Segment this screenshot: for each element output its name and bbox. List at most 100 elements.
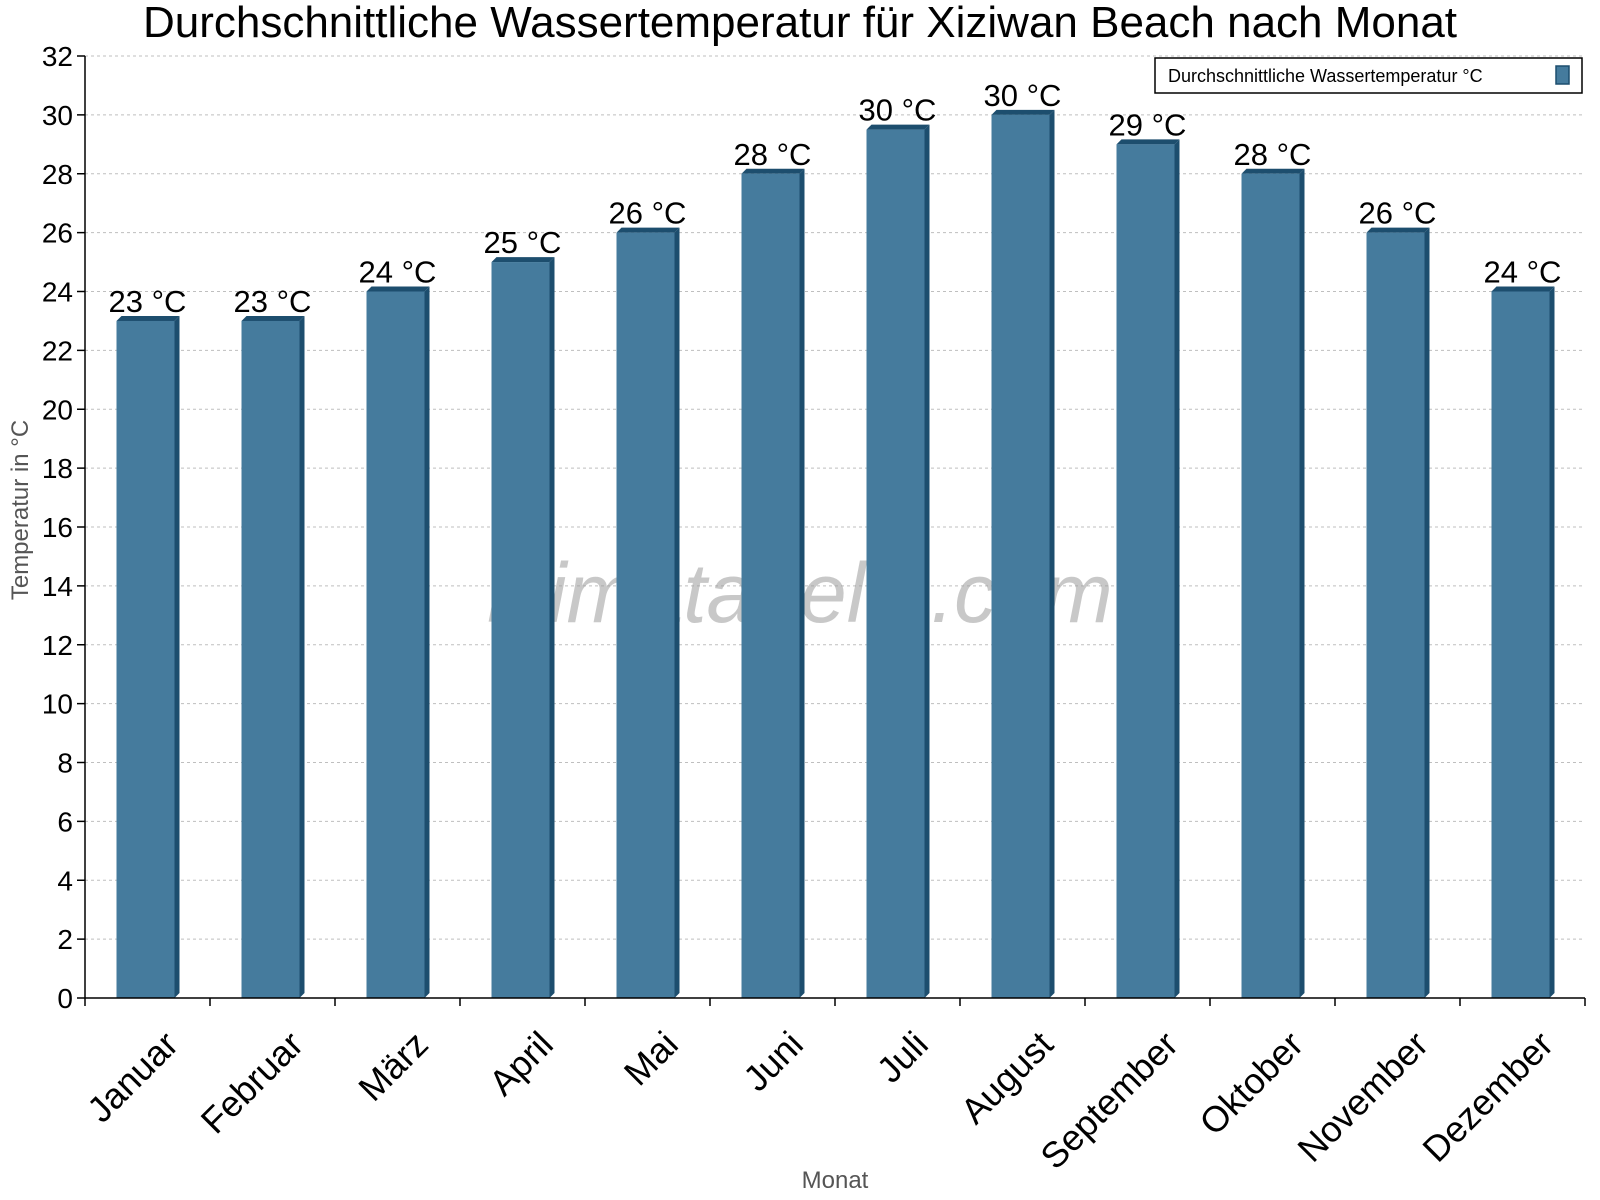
bar-november [1366, 227, 1430, 998]
bar-juli [866, 124, 930, 998]
y-tick-label: 10 [42, 689, 73, 720]
legend-label: Durchschnittliche Wassertemperatur °C [1168, 66, 1483, 86]
y-tick-label: 30 [42, 100, 73, 131]
bar-top [241, 315, 305, 321]
data-label: 28 °C [734, 137, 812, 172]
x-tick-label: Oktober [1191, 1023, 1311, 1143]
y-tick-label: 32 [42, 41, 73, 72]
bar-top [1241, 168, 1305, 174]
bar-top [116, 315, 180, 321]
y-tick-label: 24 [42, 277, 73, 308]
y-axis-label: Temperatur in °C [7, 420, 34, 600]
y-tick-label: 14 [42, 571, 73, 602]
bar-front [116, 320, 175, 998]
bar-januar [116, 315, 180, 998]
bar-top [1366, 227, 1430, 233]
bar-top [866, 124, 930, 130]
bar-top [1116, 139, 1180, 145]
y-tick-label: 6 [57, 806, 73, 837]
bar-front [616, 232, 675, 998]
bar-august [991, 109, 1055, 998]
bar-front [741, 173, 800, 998]
y-tick-label: 8 [57, 748, 73, 779]
data-label: 24 °C [359, 255, 437, 290]
data-label: 30 °C [984, 78, 1062, 113]
bar-side [174, 315, 180, 998]
bar-märz [366, 286, 430, 998]
bar-side [674, 227, 680, 998]
data-labels: 23 °C 23 °C 24 °C 25 °C 26 °C 28 °C 30 °C 30 °C… [109, 78, 1562, 319]
x-tick-label: Juli [869, 1023, 936, 1090]
y-tick-label: 0 [57, 983, 73, 1014]
x-axis-label: Monat [802, 1167, 869, 1194]
data-label: 28 °C [1234, 137, 1312, 172]
legend: Durchschnittliche Wassertemperatur °C [1154, 57, 1583, 94]
y-tick-label: 2 [57, 924, 73, 955]
bar-front [241, 320, 300, 998]
bar-februar [241, 315, 305, 998]
y-tick-label: 28 [42, 159, 73, 190]
bar-oktober [1241, 168, 1305, 998]
x-axis-ticks: Januar Februar März April Mai Juni Juli AugustS… [79, 998, 1586, 1177]
x-tick-label: Dezember [1414, 1023, 1560, 1169]
bar-juni [741, 168, 805, 998]
x-tick-label: August [953, 1023, 1061, 1131]
data-label: 24 °C [1484, 255, 1562, 290]
bar-front [1116, 144, 1175, 998]
data-label: 26 °C [609, 196, 687, 231]
bar-top [366, 286, 430, 292]
y-tick-label: 20 [42, 394, 73, 425]
bar-side [1549, 286, 1555, 998]
data-label: 29 °C [1109, 107, 1187, 142]
legend-box [1154, 57, 1583, 94]
bar-top [616, 227, 680, 233]
data-label: 30 °C [859, 93, 937, 128]
bar-mai [616, 227, 680, 998]
bar-side [1424, 227, 1430, 998]
bar-side [924, 124, 930, 998]
bar-front [1241, 173, 1300, 998]
legend-swatch [1555, 65, 1570, 85]
grid-lines [85, 55, 1585, 940]
x-tick-label: April [481, 1023, 561, 1103]
x-tick-label: September [1032, 1023, 1186, 1177]
x-tick-label: Mai [616, 1023, 686, 1093]
bar-side [549, 257, 555, 998]
y-tick-label: 16 [42, 512, 73, 543]
x-tick-label: Juni [735, 1023, 811, 1099]
bar-side [799, 168, 805, 998]
bar-front [991, 114, 1050, 998]
x-tick-label: November [1289, 1023, 1435, 1169]
bar-side [1049, 109, 1055, 998]
x-tick-label: März [350, 1023, 436, 1109]
bar-top [1491, 286, 1555, 292]
bar-dezember [1491, 286, 1555, 998]
bar-september [1116, 139, 1180, 998]
data-label: 23 °C [109, 284, 187, 319]
bar-front [491, 262, 550, 998]
bar-front [866, 129, 925, 998]
bar-side [299, 315, 305, 998]
bar-top [991, 109, 1055, 115]
bar-front [366, 291, 425, 998]
bar-side [1174, 139, 1180, 998]
chart-title: Durchschnittliche Wassertemperatur für X… [143, 0, 1457, 47]
bar-top [491, 257, 555, 263]
y-tick-label: 26 [42, 218, 73, 249]
bar-side [424, 286, 430, 998]
y-tick-label: 4 [57, 865, 73, 896]
bar-side [1299, 168, 1305, 998]
bars [116, 109, 1555, 998]
y-tick-label: 22 [42, 335, 73, 366]
bar-front [1366, 232, 1425, 998]
bar-top [741, 168, 805, 174]
data-label: 26 °C [1359, 196, 1437, 231]
data-label: 25 °C [484, 225, 562, 260]
x-tick-label: Februar [193, 1023, 311, 1141]
data-label: 23 °C [234, 284, 312, 319]
y-tick-label: 18 [42, 453, 73, 484]
x-tick-label: Januar [79, 1023, 186, 1130]
y-tick-label: 12 [42, 630, 73, 661]
bar-april [491, 257, 555, 998]
